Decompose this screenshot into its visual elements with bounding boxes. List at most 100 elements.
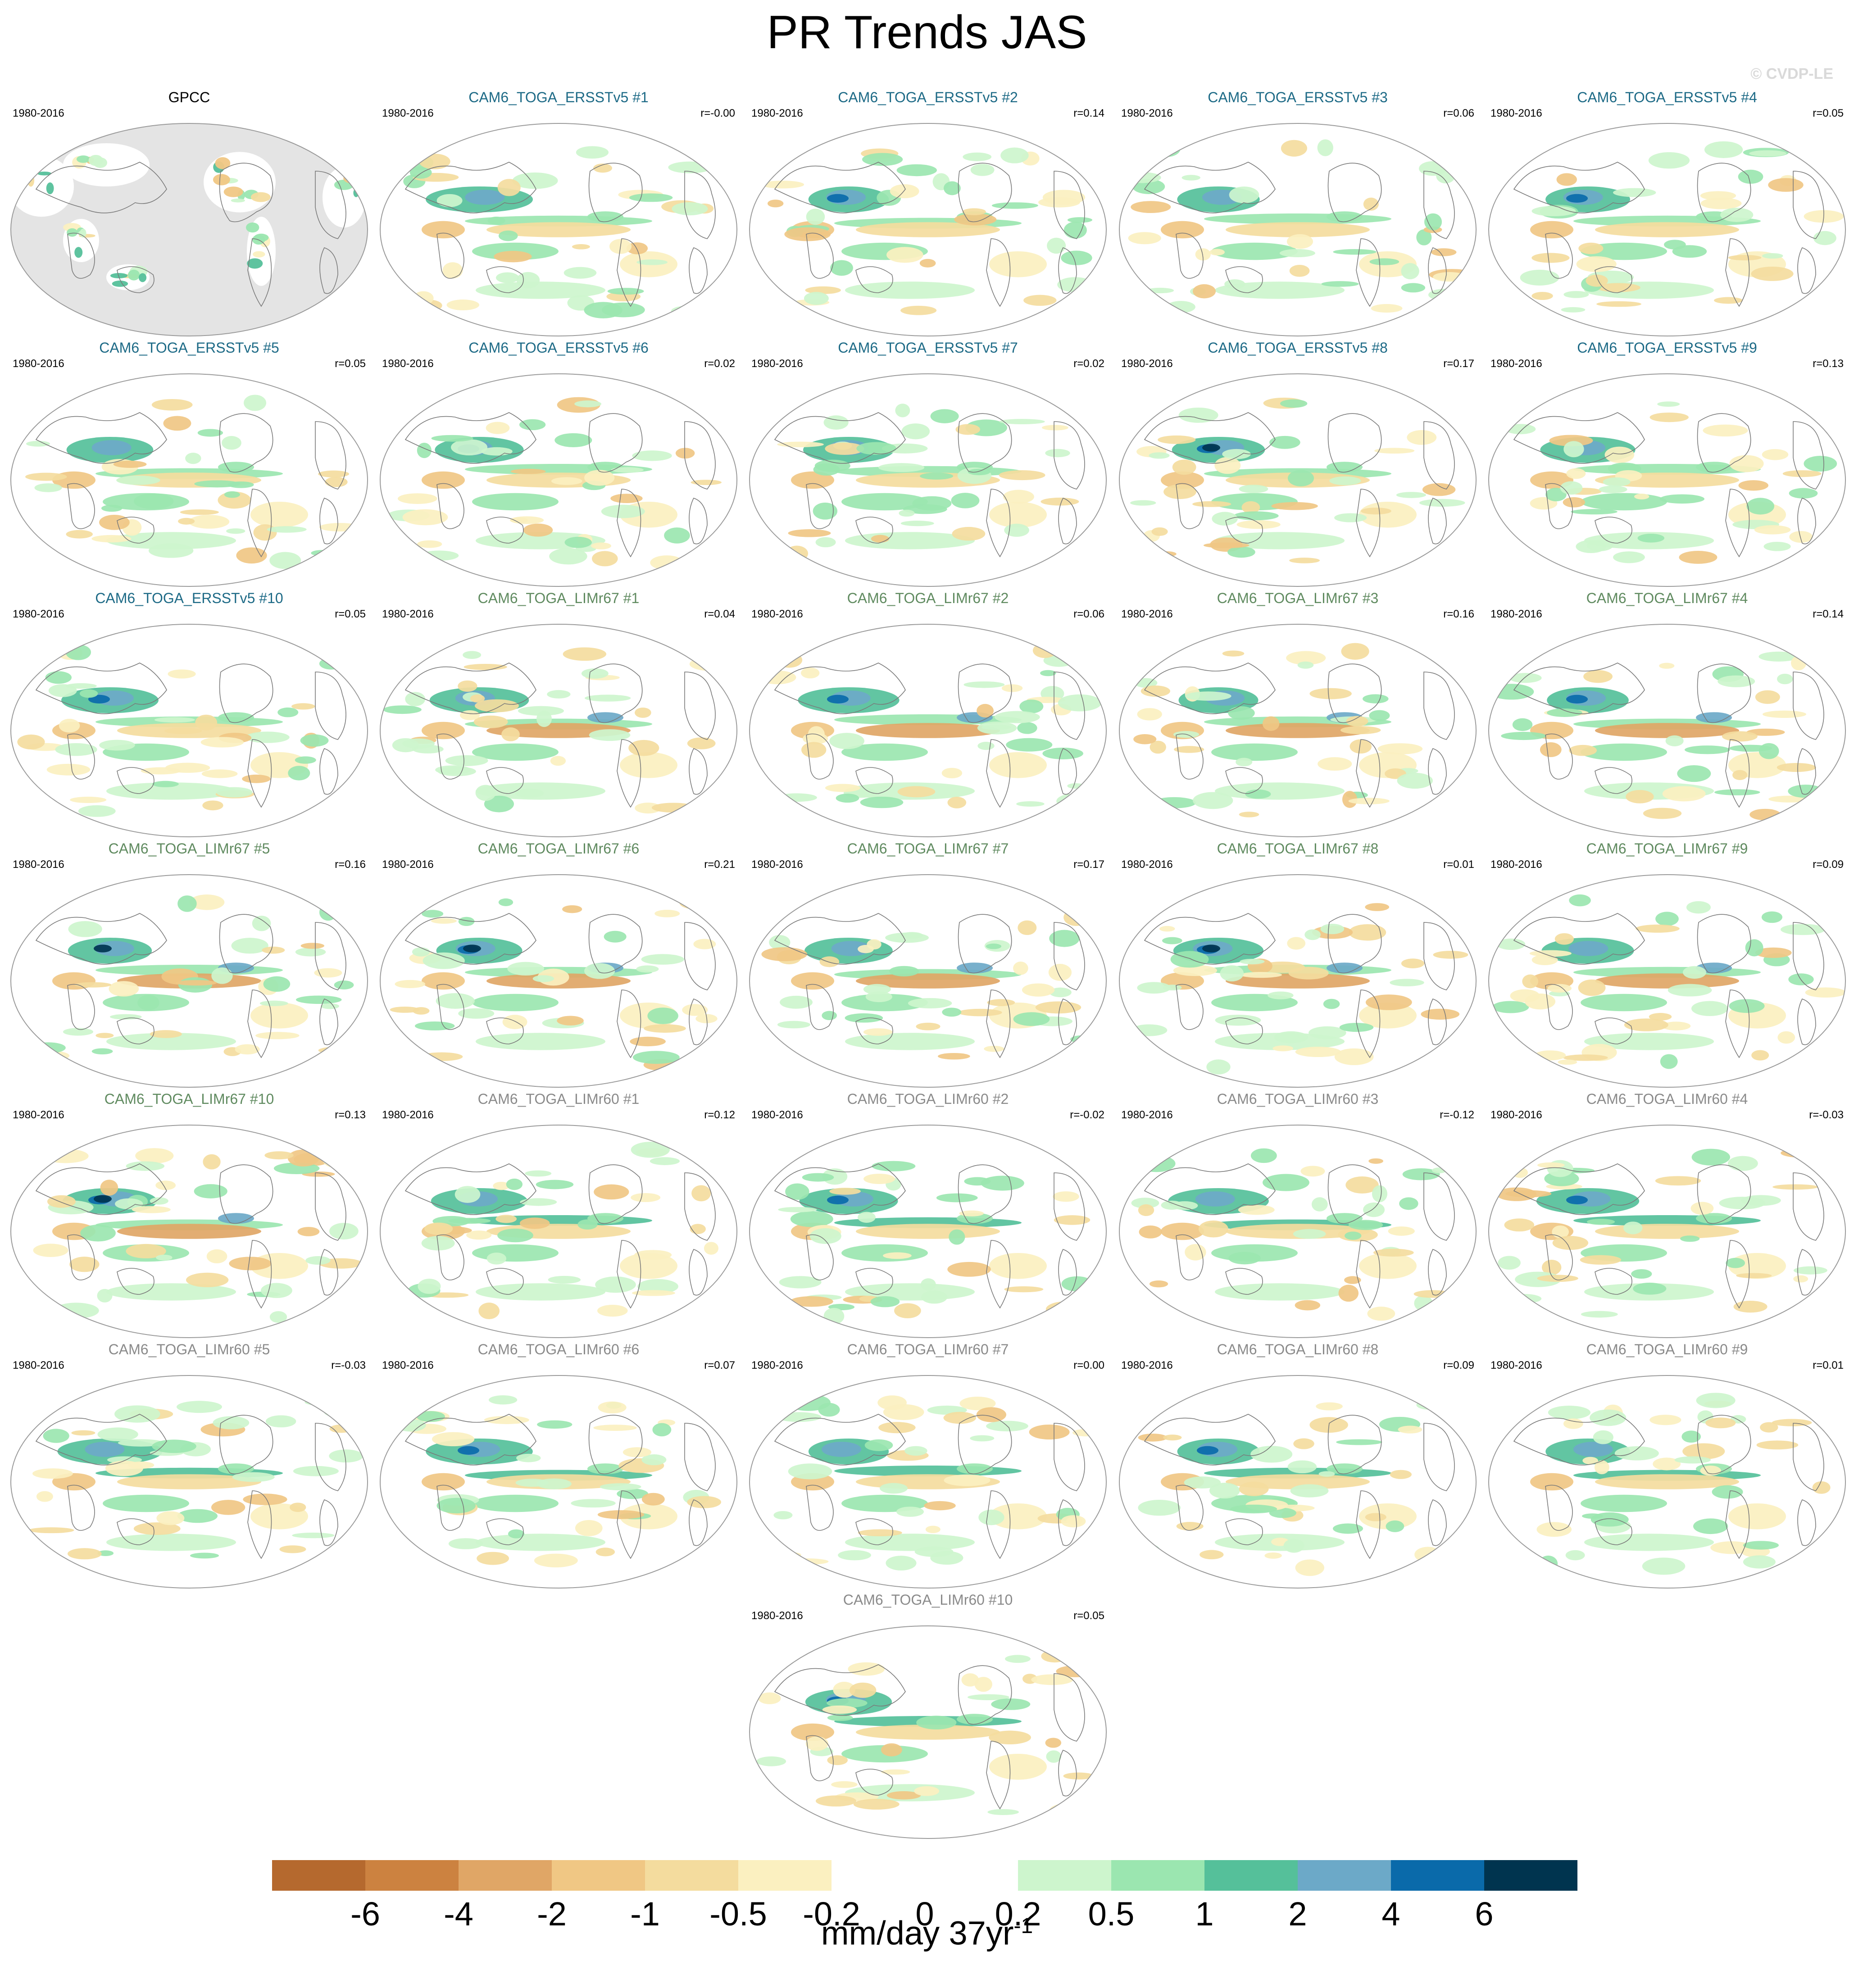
trend-patch: [1738, 480, 1769, 491]
map-field: [380, 624, 737, 837]
panel-period: 1980-2016: [382, 1359, 434, 1371]
trend-patch: [506, 1178, 523, 1190]
panel-correlation: r=0.02: [1073, 358, 1104, 370]
trend-patch: [201, 769, 238, 778]
trend-patch: [1655, 1176, 1701, 1186]
trend-patch: [592, 551, 618, 567]
trend-patch: [1677, 765, 1711, 782]
trend-patch: [222, 436, 241, 450]
trend-patch: [989, 251, 1047, 277]
trend-patch: [607, 288, 644, 295]
trend-patch: [412, 947, 430, 957]
panel-correlation: r=0.06: [1443, 107, 1474, 119]
trend-patch: [91, 535, 132, 543]
trend-patch: [815, 1795, 856, 1807]
trend-patch: [957, 1714, 993, 1725]
coastline: [588, 1164, 643, 1224]
trend-patch: [1272, 1045, 1294, 1052]
trend-patch: [178, 517, 195, 525]
trend-patch: [1338, 1284, 1359, 1302]
trend-patch: [901, 423, 930, 440]
trend-patch: [1804, 455, 1837, 472]
trend-patch: [1173, 965, 1218, 976]
trend-patch: [780, 995, 813, 1009]
robinson-map: [1119, 373, 1477, 587]
panel-title: CAM6_TOGA_ERSSTv5 #5: [99, 340, 279, 356]
trend-patch: [1141, 685, 1170, 697]
trend-patch: [150, 1197, 168, 1205]
coastline: [1793, 1423, 1824, 1491]
trend-patch: [1512, 718, 1533, 731]
trend-patch: [451, 439, 488, 456]
trend-patch: [1342, 791, 1358, 808]
coastline: [1176, 733, 1204, 780]
trend-patch: [267, 526, 307, 533]
trend-patch: [1137, 708, 1162, 721]
robinson-map: [1488, 373, 1846, 587]
trend-patch: [507, 962, 544, 976]
panel-title: CAM6_TOGA_LIMr67 #1: [477, 590, 640, 606]
coastline: [315, 922, 346, 990]
trend-patch: [1063, 908, 1089, 926]
coastline: [1144, 1414, 1276, 1466]
trend-patch: [137, 995, 159, 1011]
trend-patch: [916, 1716, 957, 1729]
coastline: [806, 232, 834, 279]
trend-patch: [1501, 731, 1546, 740]
trend-patch: [1746, 728, 1785, 736]
coastline: [1423, 672, 1455, 740]
trend-patch: [550, 756, 566, 766]
trend-patch: [1280, 399, 1308, 408]
coastline: [806, 483, 834, 529]
trend-patch: [853, 1799, 900, 1810]
trend-patch: [1705, 1417, 1736, 1429]
coastline: [486, 266, 524, 293]
map-panel: CAM6_TOGA_ERSSTv5 #7 1980-2016 r=0.02: [743, 339, 1113, 589]
panel-title: CAM6_TOGA_LIMr67 #8: [1217, 840, 1379, 857]
trend-patch: [1040, 670, 1056, 676]
trend-patch: [1214, 457, 1241, 474]
trend-patch: [76, 155, 91, 163]
trend-patch: [594, 1184, 629, 1200]
coastline: [986, 489, 1011, 558]
trend-patch: [825, 784, 860, 792]
map-field: [11, 624, 368, 837]
trend-patch: [496, 272, 519, 283]
trend-patch: [463, 944, 481, 953]
trend-patch: [679, 896, 710, 909]
trend-patch: [68, 921, 102, 937]
trend-patch: [1693, 1518, 1728, 1534]
coastline: [1545, 1234, 1573, 1280]
panel-title: CAM6_TOGA_LIMr60 #2: [847, 1091, 1009, 1107]
trend-patch: [319, 903, 337, 921]
coastline: [986, 238, 1011, 307]
trend-patch: [758, 1692, 781, 1704]
coastline: [1356, 489, 1381, 558]
trend-patch: [1293, 1438, 1314, 1449]
trend-patch: [288, 766, 310, 781]
trend-patch: [1563, 1418, 1583, 1429]
trend-patch: [822, 1011, 837, 1021]
trend-patch: [1751, 266, 1794, 281]
coastline: [1225, 517, 1263, 544]
trend-patch: [1151, 527, 1168, 536]
trend-patch: [937, 1053, 970, 1060]
trend-patch: [776, 1412, 822, 1422]
coastline: [67, 1234, 95, 1280]
map-outline: [1488, 1375, 1846, 1589]
trend-patch: [1584, 1033, 1714, 1050]
trend-patch: [1505, 424, 1536, 435]
colorbar-tick-label: -1: [630, 1895, 660, 1933]
trend-patch: [1659, 494, 1704, 504]
trend-patch: [1195, 248, 1211, 261]
trend-patch: [26, 440, 50, 447]
trend-patch: [1599, 486, 1627, 494]
coastline: [1423, 171, 1455, 239]
trend-patch: [904, 1446, 927, 1456]
trend-patch: [176, 1401, 222, 1413]
coastline: [319, 247, 338, 294]
coastline: [1793, 421, 1824, 490]
trend-patch: [1131, 201, 1171, 213]
trend-patch: [896, 164, 937, 177]
coastline: [774, 412, 906, 464]
